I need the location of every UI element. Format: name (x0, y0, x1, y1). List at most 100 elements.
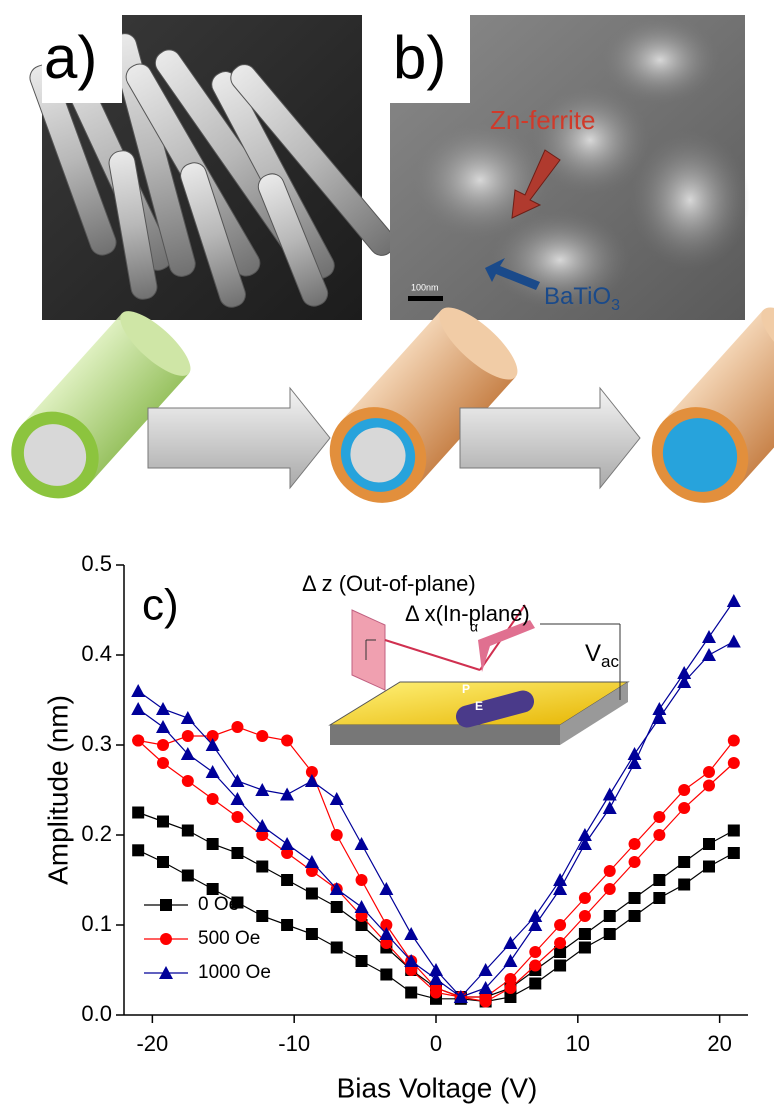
data-point (703, 838, 715, 850)
data-point (205, 765, 220, 778)
inset-label: Δ x(In-plane) (405, 601, 530, 626)
data-point (281, 919, 294, 931)
x-tick-label: 0 (430, 1031, 442, 1056)
data-point (354, 900, 369, 913)
data-point (157, 856, 169, 868)
x-tick-label: 20 (707, 1031, 731, 1056)
data-point (429, 972, 443, 985)
inset-label: Vac (585, 640, 619, 671)
data-point (330, 941, 343, 954)
data-point (628, 910, 641, 922)
data-point (230, 792, 245, 805)
scale-bar (408, 296, 443, 301)
inset-label: Δ z (Out-of-plane) (302, 571, 476, 596)
synthesis-schematic (11, 307, 774, 503)
inset-label: E (475, 699, 483, 713)
y-axis-label: Amplitude (nm) (42, 695, 73, 885)
data-point (677, 675, 692, 688)
data-point (231, 721, 244, 733)
data-point (305, 928, 318, 940)
data-point (554, 959, 567, 972)
data-point (553, 882, 568, 895)
data-point (529, 959, 542, 972)
data-point (726, 634, 741, 648)
data-point (231, 811, 244, 823)
data-point (132, 734, 145, 747)
data-point (703, 766, 715, 778)
data-point (181, 869, 194, 882)
data-point (529, 977, 542, 990)
data-point (503, 936, 518, 949)
data-point (281, 874, 294, 886)
data-point (603, 928, 616, 940)
data-point (355, 955, 368, 967)
data-point (330, 829, 343, 841)
data-point (727, 847, 740, 859)
data-point (304, 774, 319, 787)
legend-marker (159, 966, 173, 979)
data-point (131, 684, 146, 697)
data-point (503, 954, 518, 967)
data-point (653, 829, 666, 841)
data-point (379, 882, 394, 895)
data-point (727, 824, 740, 837)
data-point (703, 860, 715, 873)
arrow (511, 149, 561, 219)
tube-1 (11, 311, 191, 499)
data-point (553, 873, 568, 886)
data-point (627, 756, 642, 769)
tube-2 (329, 307, 518, 503)
inset-label: α (470, 619, 478, 635)
annotation-text: BaTiO (544, 283, 611, 310)
data-point (281, 734, 294, 747)
data-point (653, 892, 666, 904)
data-point (652, 702, 667, 715)
data-point (504, 982, 517, 994)
data-point (304, 855, 319, 868)
data-point (330, 901, 343, 913)
data-point (504, 991, 517, 1003)
data-point (678, 856, 691, 868)
data-point (157, 739, 169, 751)
y-tick-label: 0.4 (81, 641, 112, 666)
chart: c) Bias Voltage (V) Amplitude (nm) Δ z (… (42, 551, 748, 1103)
data-point (554, 919, 567, 931)
annotation: Zn-ferrite (490, 105, 595, 135)
data-point (180, 747, 195, 760)
data-point (529, 946, 542, 958)
data-point (181, 775, 194, 787)
arrow (485, 258, 540, 290)
data-point (329, 882, 344, 895)
data-point (554, 937, 567, 949)
data-point (355, 919, 368, 931)
data-point (132, 844, 145, 857)
data-point (404, 927, 419, 940)
data-point (132, 806, 145, 819)
data-point (678, 784, 691, 796)
x-tick-label: -20 (136, 1031, 168, 1056)
data-point (702, 648, 716, 661)
data-point (603, 883, 616, 895)
data-point (702, 630, 716, 643)
data-point (156, 720, 170, 733)
legend-marker (160, 899, 172, 911)
data-point (280, 837, 295, 850)
data-point (404, 954, 419, 967)
data-point (180, 711, 195, 724)
data-point (255, 819, 270, 832)
data-point (603, 865, 616, 877)
data-point (479, 995, 492, 1008)
data-point (727, 734, 740, 747)
panel-label: b) (393, 24, 446, 91)
data-point (380, 919, 393, 931)
data-point (305, 887, 318, 900)
data-point (157, 815, 169, 828)
data-point (577, 837, 592, 850)
data-point (231, 896, 244, 909)
data-point (602, 787, 617, 801)
data-point (726, 594, 741, 607)
legend-marker (160, 933, 172, 945)
data-point (206, 838, 219, 850)
data-point (652, 711, 667, 724)
inset-label: P (462, 682, 470, 696)
